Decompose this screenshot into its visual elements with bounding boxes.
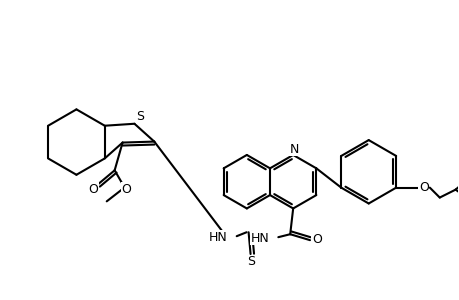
- Text: O: O: [311, 233, 321, 246]
- Text: HN: HN: [208, 231, 227, 244]
- Text: S: S: [136, 110, 144, 123]
- Text: S: S: [247, 256, 255, 268]
- Text: N: N: [289, 142, 298, 155]
- Text: O: O: [88, 183, 98, 196]
- Text: O: O: [418, 181, 428, 194]
- Text: HN: HN: [250, 232, 269, 245]
- Text: O: O: [121, 183, 131, 196]
